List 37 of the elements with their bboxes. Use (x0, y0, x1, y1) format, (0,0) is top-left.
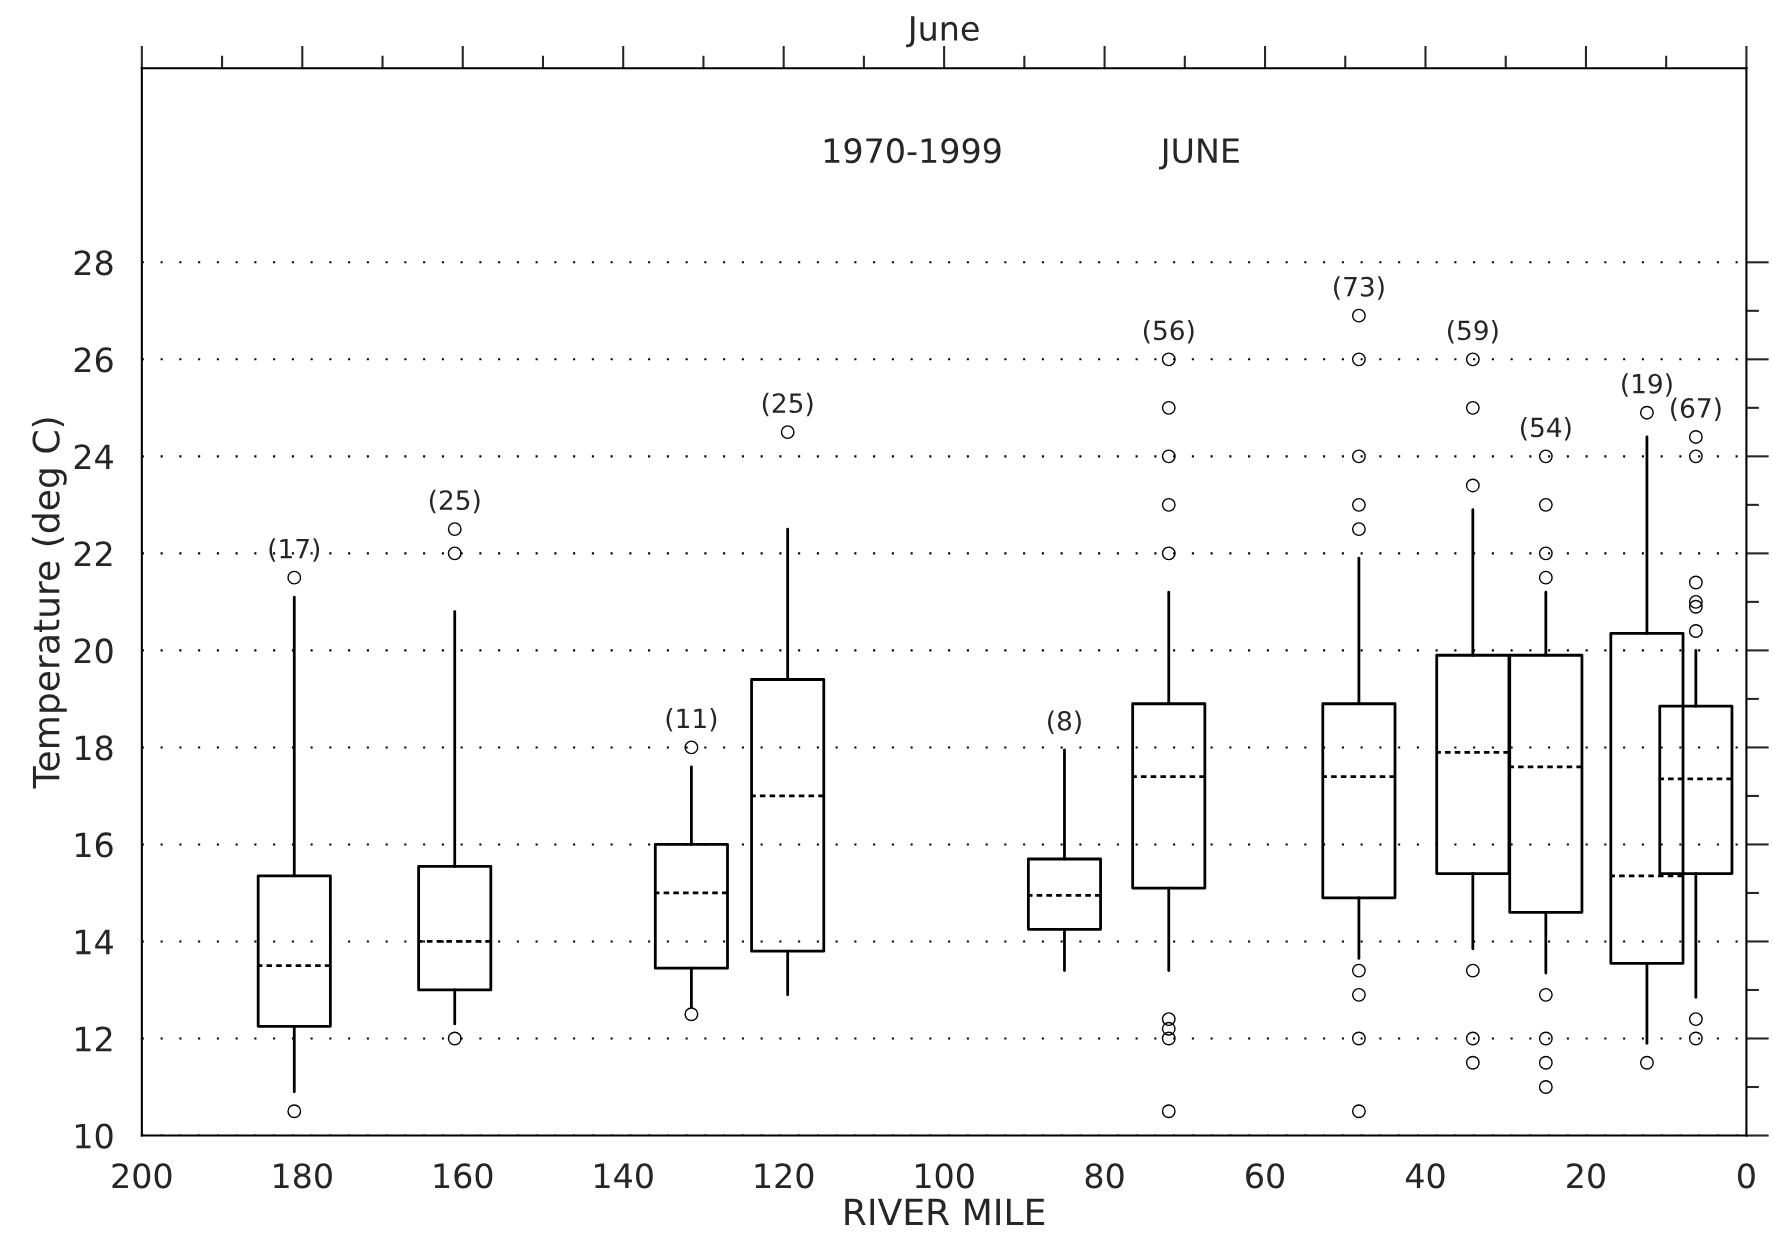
annotation: (67) (1671, 397, 1721, 422)
y-tick-label: 14 (76, 929, 113, 955)
annotation: (11) (666, 708, 717, 732)
chart-title: June (906, 16, 979, 48)
annotation: (59) (1448, 319, 1498, 344)
x-tick-label: 200 (112, 1163, 172, 1189)
y-tick-label: 18 (76, 735, 113, 761)
x-tick-label: 120 (755, 1163, 814, 1189)
x-tick-label: 180 (274, 1163, 332, 1189)
annotation: 1970-1999 (824, 138, 1001, 164)
x-tick-label: 60 (1246, 1163, 1285, 1189)
annotation: JUNE (1159, 138, 1239, 170)
annotation: (73) (1334, 276, 1384, 300)
x-tick-label: 100 (915, 1163, 974, 1189)
y-tick-label: 26 (74, 347, 113, 373)
x-tick-label: 80 (1085, 1163, 1124, 1189)
annotation: (17) (269, 538, 320, 562)
y-tick-label: 20 (74, 638, 113, 664)
y-tick-label: 24 (74, 444, 113, 470)
y-tick-label: 22 (74, 541, 112, 567)
x-tick-label: 140 (595, 1163, 653, 1189)
y-tick-label: 10 (76, 1123, 113, 1149)
annotation: (8) (1048, 710, 1081, 734)
annotation: (25) (762, 392, 813, 417)
annotation: (56) (1143, 319, 1194, 344)
y-axis-title: Temperature (deg C) (31, 418, 67, 789)
x-axis-title: RIVER MILE (845, 1198, 1045, 1226)
x-tick-label: 20 (1567, 1163, 1605, 1189)
annotation: (19) (1622, 373, 1672, 397)
annotation: (25) (429, 489, 480, 514)
x-tick-label: 0 (1738, 1163, 1755, 1189)
y-tick-label: 12 (76, 1026, 112, 1052)
annotation: (54) (1521, 416, 1571, 441)
x-tick-label: 40 (1405, 1163, 1445, 1189)
y-tick-label: 16 (76, 832, 113, 858)
x-tick-label: 160 (434, 1163, 493, 1189)
y-tick-label: 28 (74, 250, 113, 276)
